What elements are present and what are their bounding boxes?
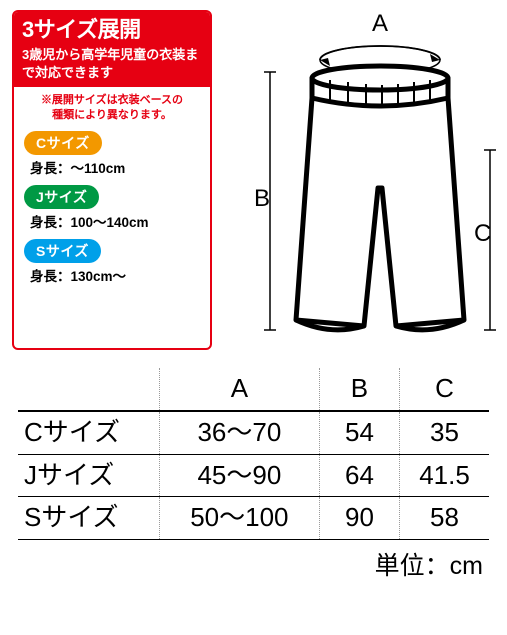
- th-b: B: [319, 368, 399, 411]
- size-info-note: ※展開サイズは衣装ベースの 種類により異なります。: [14, 87, 210, 129]
- size-row-j: Jサイズ 身長：100～140cm: [24, 185, 200, 231]
- table-row: Sサイズ 50～100 90 58: [18, 497, 489, 540]
- size-info-box: 3サイズ展開 3歳児から高学年児童の衣装まで対応できます ※展開サイズは衣装ベー…: [12, 10, 212, 350]
- cell-c: 35: [399, 411, 489, 454]
- th-a: A: [159, 368, 319, 411]
- height-c: 身長：～110cm: [30, 157, 200, 177]
- size-table-wrap: A B C Cサイズ 36～70 54 35 Jサイズ 45～90 64 41.…: [0, 368, 507, 540]
- height-j: 身長：100～140cm: [30, 211, 200, 231]
- dim-label-b: B: [254, 185, 270, 213]
- cell-c: 58: [399, 497, 489, 540]
- cell-a: 36～70: [159, 411, 319, 454]
- size-row-c: Cサイズ 身長：～110cm: [24, 131, 200, 177]
- pill-s: Sサイズ: [24, 239, 101, 263]
- cell-c: 41.5: [399, 454, 489, 497]
- th-c: C: [399, 368, 489, 411]
- size-table: A B C Cサイズ 36～70 54 35 Jサイズ 45～90 64 41.…: [18, 368, 489, 540]
- row-name: Jサイズ: [18, 454, 159, 497]
- table-row: Jサイズ 45～90 64 41.5: [18, 454, 489, 497]
- cell-a: 45～90: [159, 454, 319, 497]
- unit-label: 単位：cm: [0, 540, 507, 582]
- th-name: [18, 368, 159, 411]
- cell-b: 54: [319, 411, 399, 454]
- size-list: Cサイズ 身長：～110cm Jサイズ 身長：100～140cm Sサイズ 身長…: [14, 129, 210, 303]
- dim-label-a: A: [372, 10, 388, 38]
- note-line-2: 種類により異なります。: [52, 109, 172, 121]
- table-row: Cサイズ 36～70 54 35: [18, 411, 489, 454]
- row-name: Cサイズ: [18, 411, 159, 454]
- pants-svg: [252, 20, 502, 350]
- pants-diagram: A B C: [212, 10, 495, 350]
- pill-c: Cサイズ: [24, 131, 102, 155]
- cell-a: 50～100: [159, 497, 319, 540]
- size-info-title: 3サイズ展開: [22, 18, 202, 42]
- size-info-subtitle: 3歳児から高学年児童の衣装まで対応できます: [22, 46, 202, 81]
- cell-b: 90: [319, 497, 399, 540]
- size-row-s: Sサイズ 身長：130cm～: [24, 239, 200, 285]
- note-line-1: ※展開サイズは衣装ベースの: [41, 94, 183, 106]
- pill-j: Jサイズ: [24, 185, 99, 209]
- table-header-row: A B C: [18, 368, 489, 411]
- cell-b: 64: [319, 454, 399, 497]
- row-name: Sサイズ: [18, 497, 159, 540]
- dim-label-c: C: [474, 220, 491, 248]
- size-info-header: 3サイズ展開 3歳児から高学年児童の衣装まで対応できます: [14, 12, 210, 87]
- height-s: 身長：130cm～: [30, 265, 200, 285]
